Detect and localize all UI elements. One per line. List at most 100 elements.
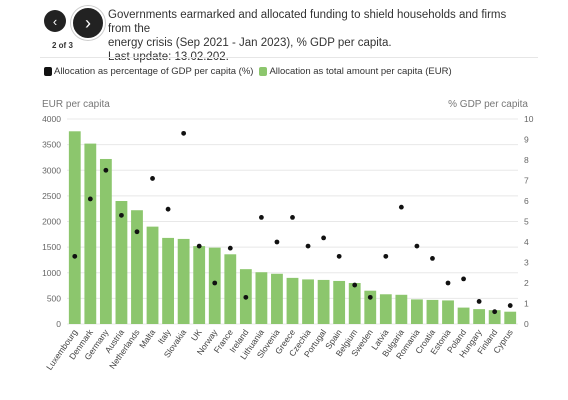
data-point[interactable] — [258, 215, 264, 220]
data-point[interactable] — [165, 206, 171, 212]
next-button[interactable]: › — [71, 6, 105, 40]
data-point[interactable] — [383, 253, 389, 259]
right-tick-label: 7 — [524, 176, 529, 186]
data-point[interactable] — [274, 239, 280, 245]
bar[interactable] — [348, 283, 361, 324]
left-axis-title: EUR per capita — [42, 99, 110, 110]
bar[interactable] — [488, 310, 501, 324]
data-point[interactable] — [305, 243, 311, 249]
right-tick-label: 10 — [524, 114, 534, 124]
bar[interactable] — [271, 273, 283, 324]
data-point[interactable] — [72, 253, 78, 259]
previous-button[interactable]: ‹ — [44, 10, 66, 32]
bar-series — [68, 131, 517, 324]
right-tick-label: 2 — [524, 278, 529, 288]
bar[interactable] — [84, 143, 97, 324]
data-point[interactable] — [134, 229, 140, 235]
data-point[interactable] — [352, 282, 358, 288]
chevron-right-icon: › — [85, 12, 91, 33]
data-point[interactable] — [196, 243, 202, 249]
chart-navigation: ‹ › 2 of 3 — [44, 6, 105, 54]
bar[interactable] — [146, 226, 159, 324]
legend-label-eur: Allocation as total amount per capita (E… — [269, 66, 452, 77]
title-line-2: energy crisis (Sep 2021 - Jan 2023), % G… — [108, 37, 392, 49]
bar[interactable] — [208, 247, 221, 324]
page-indicator: 2 of 3 — [52, 41, 73, 50]
left-tick-label: 1000 — [42, 268, 61, 278]
bar[interactable] — [286, 277, 299, 324]
bar[interactable] — [162, 237, 174, 324]
data-point[interactable] — [492, 309, 498, 315]
bar[interactable] — [457, 307, 470, 324]
bar[interactable] — [442, 300, 454, 324]
right-tick-label: 8 — [524, 155, 529, 165]
data-point[interactable] — [461, 276, 466, 282]
data-point[interactable] — [398, 204, 404, 210]
right-tick-label: 1 — [524, 299, 529, 309]
left-tick-label: 3000 — [42, 165, 61, 175]
bar[interactable] — [379, 294, 392, 324]
bar[interactable] — [177, 238, 190, 324]
right-axis-ticks: 0 1 2 3 4 5 6 7 8 9 10 — [524, 114, 534, 329]
data-point[interactable] — [414, 243, 420, 249]
dot-series — [72, 130, 513, 315]
chart-title: Governments earmarked and allocated fund… — [108, 8, 528, 64]
chevron-left-icon: ‹ — [52, 13, 58, 29]
data-point[interactable] — [321, 235, 327, 241]
left-tick-label: 2000 — [42, 217, 61, 227]
bar[interactable] — [193, 246, 206, 324]
right-tick-label: 6 — [524, 196, 529, 206]
data-point[interactable] — [103, 167, 109, 173]
left-tick-label: 1500 — [42, 242, 61, 252]
category-labels: LuxembourgDenmarkGermanyAustriaNetherlan… — [44, 327, 515, 372]
data-point[interactable] — [212, 280, 218, 286]
right-tick-label: 5 — [524, 217, 529, 227]
chart-legend: Allocation as percentage of GDP per capi… — [44, 66, 452, 77]
bar[interactable] — [333, 280, 346, 324]
data-point[interactable] — [507, 303, 513, 308]
bar[interactable] — [68, 131, 81, 324]
data-point[interactable] — [336, 253, 342, 259]
bar[interactable] — [364, 290, 377, 324]
data-point[interactable] — [476, 299, 482, 304]
left-tick-label: 4000 — [42, 114, 61, 124]
data-point[interactable] — [150, 176, 155, 181]
right-axis-title: % GDP per capita — [448, 99, 528, 110]
bar[interactable] — [395, 294, 408, 324]
left-axis-ticks: 0 500 1000 1500 2000 2500 3000 3500 4000 — [42, 114, 61, 329]
left-tick-label: 0 — [56, 319, 61, 329]
data-point[interactable] — [227, 245, 233, 251]
bar[interactable] — [99, 158, 112, 324]
bar[interactable] — [426, 299, 439, 324]
header-divider — [40, 57, 538, 58]
data-point[interactable] — [87, 196, 93, 202]
right-tick-label: 9 — [524, 135, 529, 145]
left-tick-label: 2500 — [42, 191, 61, 201]
data-point[interactable] — [290, 215, 295, 220]
title-line-1: Governments earmarked and allocated fund… — [108, 9, 507, 35]
right-tick-label: 0 — [524, 319, 529, 329]
data-point[interactable] — [181, 130, 187, 136]
bar[interactable] — [317, 279, 330, 324]
category-label: Malta — [137, 327, 157, 350]
legend-label-gdp: Allocation as percentage of GDP per capi… — [54, 66, 254, 77]
legend-item-eur[interactable]: Allocation as total amount per capita (E… — [259, 66, 452, 77]
bar[interactable] — [302, 279, 314, 324]
legend-swatch-eur — [259, 67, 268, 76]
data-point[interactable] — [445, 280, 451, 286]
data-point[interactable] — [243, 294, 249, 300]
bar[interactable] — [224, 254, 237, 324]
bar[interactable] — [473, 309, 486, 324]
data-point[interactable] — [367, 294, 373, 300]
left-tick-label: 500 — [47, 293, 61, 303]
bar[interactable] — [504, 311, 517, 324]
bar[interactable] — [255, 272, 268, 324]
legend-item-gdp[interactable]: Allocation as percentage of GDP per capi… — [44, 66, 253, 77]
bar[interactable] — [131, 210, 143, 324]
bar[interactable] — [115, 201, 128, 324]
data-point[interactable] — [430, 256, 435, 261]
data-point[interactable] — [119, 212, 124, 218]
bar[interactable] — [411, 299, 423, 324]
right-tick-label: 4 — [524, 237, 529, 247]
